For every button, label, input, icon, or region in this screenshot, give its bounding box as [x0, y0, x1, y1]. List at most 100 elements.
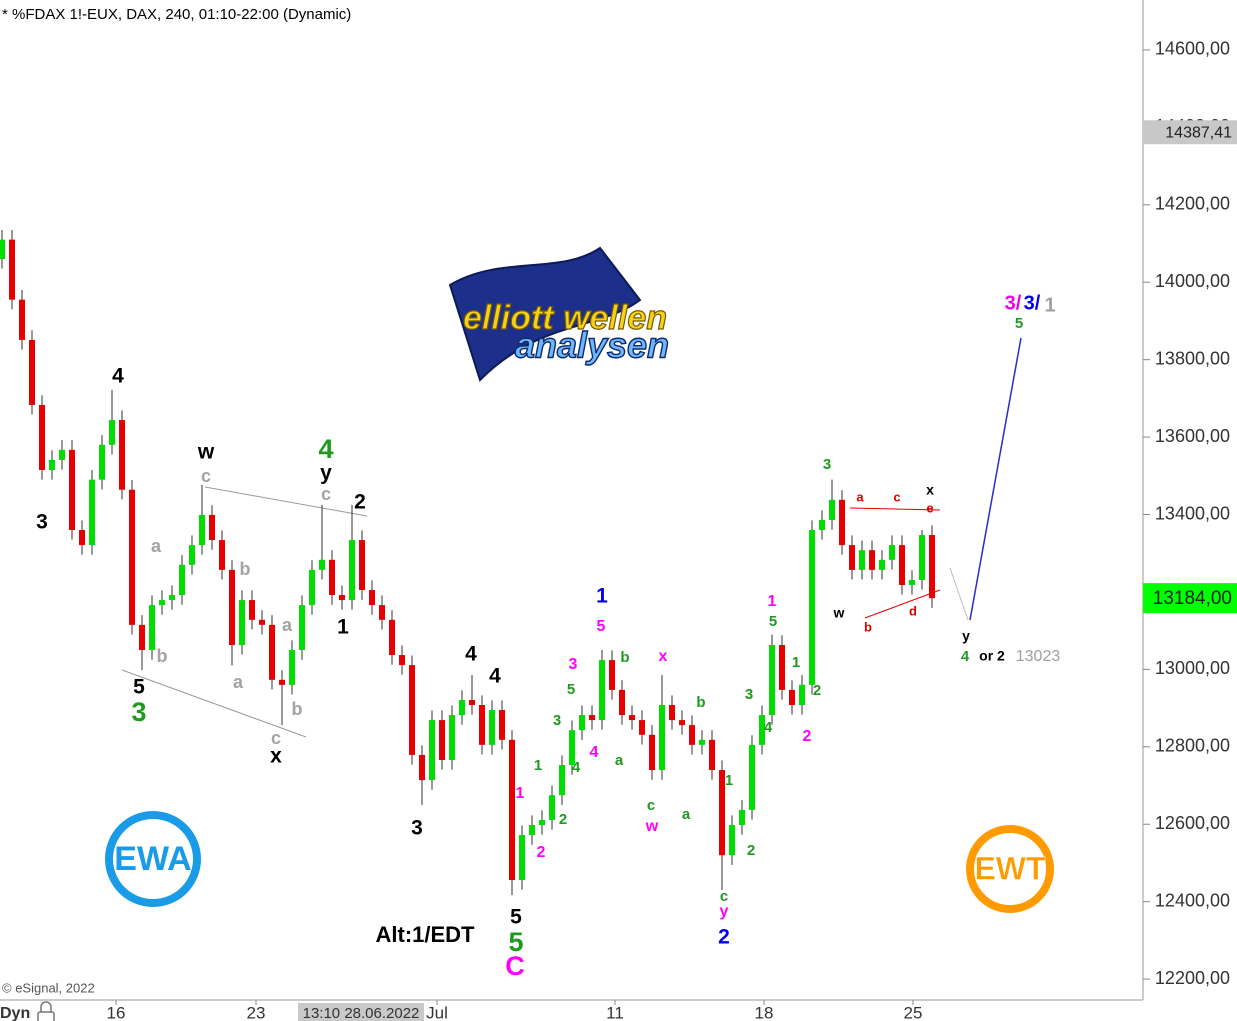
crosshair-label: 13:10 28.06.2022 [303, 1005, 420, 1021]
wave-label: 3/ [1024, 292, 1041, 314]
candle-body [459, 699, 465, 716]
wave-label: 1 [516, 785, 525, 802]
wave-label: c [201, 466, 211, 486]
candle-body [809, 530, 815, 685]
candle-body [669, 704, 675, 721]
candle-body [0, 239, 5, 260]
wave-label: c [647, 797, 655, 814]
wave-label: 5 [133, 676, 145, 699]
candle-body [909, 579, 915, 585]
candle-body [789, 689, 795, 705]
candle-body [799, 684, 805, 705]
candle-body [199, 514, 205, 546]
candle-body [179, 564, 185, 596]
wave-label: c [271, 728, 281, 748]
candle-body [269, 624, 275, 680]
candle-body [759, 715, 765, 745]
candle-body [629, 715, 635, 721]
wave-label: or 2 [979, 648, 1005, 664]
candle-body [559, 765, 565, 796]
candle-body [329, 559, 335, 596]
wave-label: w [197, 441, 215, 464]
y-tick-label: 12400,00 [1155, 890, 1230, 910]
candle-body [169, 595, 175, 601]
candle-body [569, 730, 575, 766]
wave-label: c [720, 888, 728, 905]
wave-label: 1 [596, 585, 608, 608]
lock-icon [37, 1001, 55, 1021]
wave-label: 3 [36, 511, 48, 534]
candle-body [609, 660, 615, 690]
wave-label: 4 [465, 643, 477, 666]
candle-body [309, 569, 315, 606]
candle-body [239, 600, 245, 645]
wave-label: c [321, 484, 331, 504]
wave-label: b [696, 694, 705, 711]
wave-label: 2 [718, 926, 730, 949]
candle-body [349, 540, 355, 601]
wave-label: 3 [823, 456, 831, 473]
candles [0, 229, 935, 896]
trendlines [121, 337, 1022, 738]
wave-label: 4 [961, 648, 970, 665]
candle-body [639, 720, 645, 735]
wave-label: 5 [597, 618, 606, 635]
x-tick-label: 16 [107, 1003, 126, 1021]
wave-label: 4 [489, 665, 501, 688]
y-tick-label: 12600,00 [1155, 813, 1230, 833]
wave-label: b [157, 646, 168, 666]
wave-label: 3/ [1005, 292, 1022, 314]
y-tick-label: 14600,00 [1155, 39, 1230, 59]
candle-body [529, 825, 535, 836]
wave-label: 3 [553, 712, 561, 729]
candle-body [889, 545, 895, 560]
candle-body [819, 519, 825, 531]
candle-body [449, 715, 455, 760]
candle-body [29, 339, 35, 405]
candle-body [259, 619, 265, 625]
axis-mode[interactable]: Dyn [0, 1005, 30, 1021]
wave-label: 2 [813, 682, 821, 699]
wave-label: b [240, 559, 251, 579]
candle-body [129, 489, 135, 625]
candle-body [699, 739, 705, 745]
wave-label: 2 [537, 844, 546, 861]
candle-body [859, 550, 865, 570]
candle-body [299, 605, 305, 651]
candle-body [649, 734, 655, 771]
candle-body [89, 479, 95, 546]
wave-label: 1 [792, 654, 800, 671]
candle-body [829, 499, 835, 520]
wave-label: 4 [764, 719, 773, 736]
logo: elliott wellen analysen [448, 246, 670, 382]
candle-body [539, 819, 545, 826]
candle-body [589, 715, 595, 721]
price-label: 14387,41 [1165, 124, 1232, 141]
candle-body [839, 499, 845, 546]
wave-label: x [926, 482, 934, 498]
x-tick-label: 23 [247, 1003, 266, 1021]
candle-body [189, 545, 195, 565]
wave-label: 13023 [1016, 648, 1061, 665]
wave-label: 1 [725, 772, 733, 789]
wave-label: 3 [569, 656, 578, 673]
candle-body [139, 624, 145, 651]
candle-body [149, 605, 155, 651]
chart-title: * %FDAX 1!-EUX, DAX, 240, 01:10-22:00 (D… [2, 6, 351, 23]
candle-body [519, 835, 525, 880]
wave-label: b [864, 619, 872, 634]
y-tick-label: 14200,00 [1155, 194, 1230, 214]
crosshair-box [298, 1003, 424, 1021]
logo-text: analysen [515, 325, 669, 366]
x-tick-label: 25 [904, 1003, 923, 1021]
y-tick-label: 13600,00 [1155, 426, 1230, 446]
wave-label: a [151, 536, 162, 556]
candle-body [159, 600, 165, 606]
candle-body [119, 420, 125, 490]
candle-body [59, 449, 65, 460]
badge-label: EWT [974, 850, 1046, 886]
wave-label: Alt:1/EDT [376, 922, 476, 947]
y-tick-label: 13400,00 [1155, 503, 1230, 523]
